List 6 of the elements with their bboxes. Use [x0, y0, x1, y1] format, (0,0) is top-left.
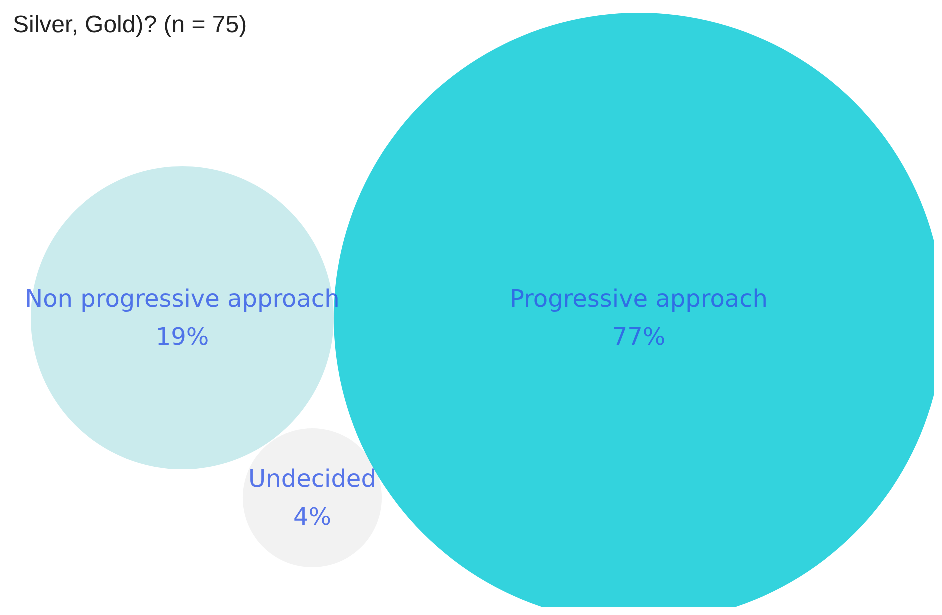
- category-label: Undecided: [248, 465, 376, 493]
- category-label: Progressive approach: [510, 285, 768, 313]
- data-label: 77%: [612, 323, 666, 351]
- text: Silver, Gold)? (n = 75): [13, 12, 248, 38]
- data-label: 4%: [293, 503, 332, 531]
- data-label: 19%: [156, 323, 210, 351]
